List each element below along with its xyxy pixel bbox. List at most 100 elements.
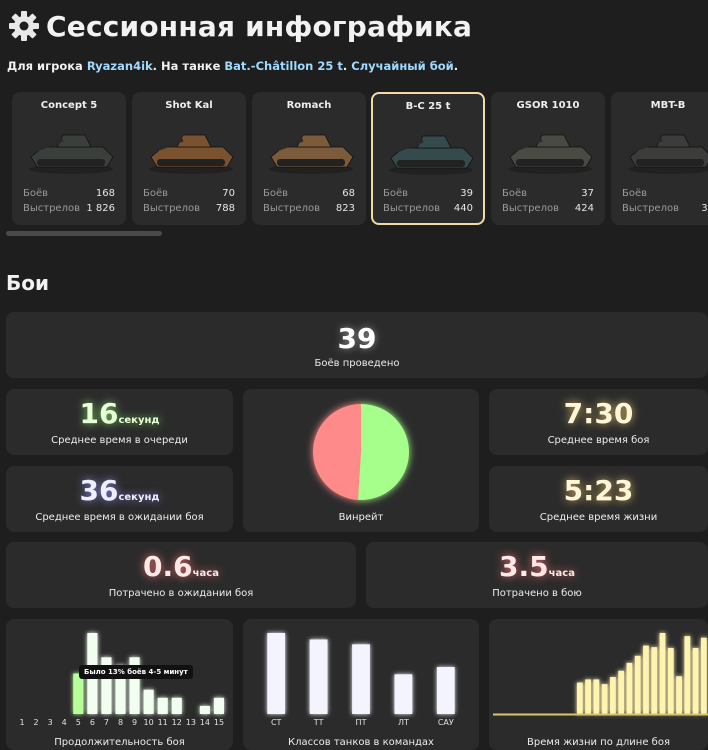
tank-card-name: B-C 25 t xyxy=(405,101,451,112)
chart-bar[interactable] xyxy=(610,677,616,714)
lifetime-chart xyxy=(493,633,708,716)
avg-life-value: 5:23 xyxy=(563,474,634,507)
tank-gun xyxy=(627,138,663,155)
chart-bar[interactable] xyxy=(267,633,286,714)
chart-bar[interactable] xyxy=(700,637,707,714)
tank-image xyxy=(268,134,354,174)
chart-bar[interactable] xyxy=(73,673,84,715)
queue-time-number: 16 xyxy=(79,397,119,430)
tank-card[interactable]: GSOR 1010 Боёв 37 Выстрелов 424 xyxy=(491,92,605,225)
spent-wait-unit: часа xyxy=(192,568,219,579)
tank-card-selected[interactable]: B-C 25 t Боёв 39 Выстрелов 440 xyxy=(371,92,485,225)
chart-bar[interactable] xyxy=(394,674,413,714)
tank-shots: Выстрелов 424 xyxy=(502,203,594,214)
tank-name-highlight: Bat.-Châtillon 25 t xyxy=(224,59,343,73)
tank-battles: Боёв 39 xyxy=(383,188,473,199)
subtitle-sep: . xyxy=(342,59,352,73)
tank-shots-value: 440 xyxy=(453,203,473,214)
tank-track xyxy=(636,159,704,166)
chart-bar[interactable] xyxy=(618,670,625,714)
queue-time-label: Среднее время в очереди xyxy=(51,435,188,446)
tank-turret xyxy=(56,134,92,148)
chart-bar[interactable] xyxy=(643,645,649,714)
chart-bar[interactable] xyxy=(601,684,608,714)
tank-shots-label: Выстрелов xyxy=(143,203,200,214)
chart-bar[interactable] xyxy=(129,657,140,714)
tank-battles-label: Боёв xyxy=(23,188,49,199)
winrate-label: Винрейт xyxy=(338,512,384,523)
chart-bar[interactable] xyxy=(143,689,154,714)
tank-battles-value: 68 xyxy=(342,188,355,199)
tank-card[interactable]: MBT-B Боёв Выстрелов 39 xyxy=(611,92,708,225)
tank-shots: Выстрелов 1 826 xyxy=(23,203,115,214)
chart-bar[interactable] xyxy=(659,633,666,714)
chart-bars xyxy=(576,633,707,714)
tank-card[interactable]: Romach Боёв 68 Выстрелов 823 xyxy=(252,92,366,225)
tank-battles: Боёв 168 xyxy=(23,188,115,199)
chart-bar[interactable] xyxy=(676,676,682,714)
tank-turret xyxy=(416,135,452,149)
tank-gun xyxy=(28,138,64,155)
chart-bar[interactable] xyxy=(101,657,112,714)
chart-tick-label: 7 xyxy=(104,718,109,727)
chart-bar[interactable] xyxy=(667,647,674,714)
tank-carousel[interactable]: Concept 5 Боёв 168 Выстрелов 1 826 Shot Ka… xyxy=(0,92,708,226)
tank-track xyxy=(516,159,584,166)
tank-turret xyxy=(176,134,212,148)
chart-tick-label: 1 xyxy=(19,718,24,727)
chart-tick-label: ТТ xyxy=(313,718,324,727)
chart-bar[interactable] xyxy=(651,647,658,714)
tank-shots: Выстрелов 39 xyxy=(622,203,708,214)
tank-image xyxy=(507,134,593,174)
gear-icon[interactable] xyxy=(8,10,40,42)
chart-bar[interactable] xyxy=(171,697,182,714)
tank-image xyxy=(627,134,708,174)
duration-chart: 1 2 3 4 5 6 7 8 9 10 11 12 13 14 15 xyxy=(19,633,225,727)
tank-battles-label: Боёв xyxy=(502,188,528,199)
subtitle-end: . xyxy=(453,59,459,73)
battles-total-card: 39 Боёв проведено xyxy=(6,312,708,378)
chart-bar[interactable] xyxy=(684,636,691,714)
chart-tick-label: САУ xyxy=(438,718,454,727)
chart-tick-label: ЛТ xyxy=(398,718,409,727)
chart-bar[interactable] xyxy=(692,647,699,714)
chart-bar[interactable] xyxy=(157,697,168,714)
tank-battles-value: 37 xyxy=(581,188,594,199)
carousel-scrollbar[interactable] xyxy=(6,231,162,236)
chart-bar[interactable] xyxy=(352,644,370,714)
chart-tick-label: 8 xyxy=(118,718,123,727)
tank-turret xyxy=(535,134,571,148)
player-name: Ryazan4ik xyxy=(86,59,153,73)
chart-tick-label: ПТ xyxy=(356,718,367,727)
spent-battle-unit: часа xyxy=(548,568,575,579)
chart-bar[interactable] xyxy=(115,665,126,714)
chart-tick-label: 9 xyxy=(132,718,137,727)
chart-bar[interactable] xyxy=(213,697,225,714)
chart-bar[interactable] xyxy=(585,679,591,714)
tank-card[interactable]: Concept 5 Боёв 168 Выстрелов 1 826 xyxy=(12,92,126,225)
avg-life-card: 5:23 Среднее время жизни xyxy=(489,466,708,532)
tank-shots-value: 788 xyxy=(215,203,235,214)
chart-bar[interactable] xyxy=(626,662,633,714)
chart-tick-label: 13 xyxy=(186,718,196,727)
chart-bar[interactable] xyxy=(634,655,641,714)
tank-shots-value: 424 xyxy=(574,203,594,214)
chart-bar[interactable] xyxy=(593,679,600,714)
tank-shots-label: Выстрелов xyxy=(23,203,80,214)
wait-time-number: 36 xyxy=(79,474,119,507)
chart-bar[interactable] xyxy=(576,682,583,714)
chart-bar[interactable] xyxy=(436,667,455,714)
chart-bar[interactable] xyxy=(199,705,210,714)
tank-card[interactable]: Shot Kal Боёв 70 Выстрелов 788 xyxy=(132,92,246,225)
tank-image xyxy=(388,135,474,175)
tank-battles-label: Боёв xyxy=(383,188,409,199)
tank-shots: Выстрелов 440 xyxy=(383,203,473,214)
tank-battles-value: 168 xyxy=(95,188,115,199)
lifetime-chart-title: Время жизни по длине боя xyxy=(527,737,670,748)
duration-chart-tooltip: Было 13% боёв 4-5 минут xyxy=(79,665,193,679)
queue-time-unit: секунд xyxy=(118,415,160,426)
chart-bar[interactable] xyxy=(309,639,328,714)
tank-gun xyxy=(507,138,543,155)
wait-time-card: 36секунд Среднее время в ожидании боя xyxy=(6,466,233,532)
subtitle-mid: . На танке xyxy=(152,59,225,73)
